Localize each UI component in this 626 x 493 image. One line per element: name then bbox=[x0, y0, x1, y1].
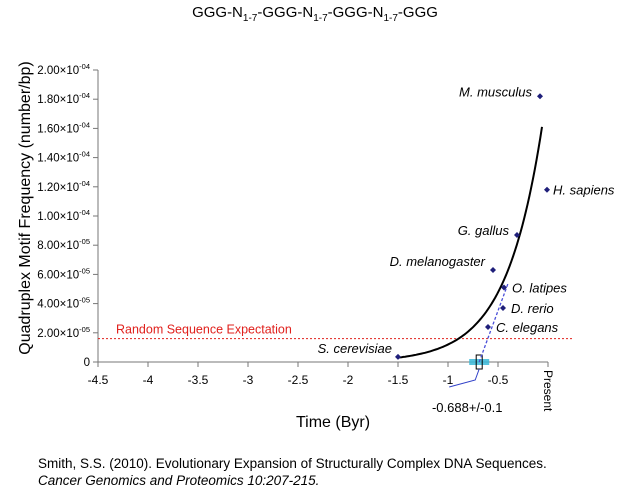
chart-title: GGG-N1-7-GGG-N1-7-GGG-N1-7-GGG bbox=[192, 4, 438, 24]
x-tick-label: -2.5 bbox=[288, 373, 309, 387]
x-tick-label: -0.5 bbox=[488, 373, 509, 387]
data-point bbox=[514, 231, 520, 238]
data-point-label: M. musculus bbox=[459, 84, 532, 99]
chart: GGG-N1-7-GGG-N1-7-GGG-N1-7-GGG -4.5 -4 -3.… bbox=[17, 4, 615, 431]
data-point-label: S. cerevisiae bbox=[318, 341, 392, 356]
intercept-label: -0.688+/-0.1 bbox=[432, 400, 502, 415]
intercept-connector bbox=[449, 368, 480, 388]
y-tick-label: 1.60×10-04 bbox=[37, 120, 90, 135]
y-tick-label: 2.00×10-05 bbox=[37, 325, 90, 340]
data-point bbox=[500, 304, 506, 311]
data-point bbox=[544, 186, 550, 193]
data-point-label: D. rerio bbox=[511, 301, 554, 316]
y-tick-label: 6.00×10-05 bbox=[37, 266, 90, 281]
citation-authors: Smith, S.S. (2010). Evolutionary Expansi… bbox=[38, 456, 547, 471]
data-point-label: D. melanogaster bbox=[390, 254, 486, 269]
present-label: Present bbox=[541, 370, 555, 412]
data-point-label: G. gallus bbox=[458, 223, 510, 238]
x-tick-label: -1.5 bbox=[388, 373, 409, 387]
x-axis-label: Time (Byr) bbox=[296, 414, 370, 431]
regression-line bbox=[478, 283, 509, 363]
citation: Smith, S.S. (2010). Evolutionary Expansi… bbox=[38, 455, 547, 489]
data-point bbox=[395, 353, 401, 360]
chart-title-part: 1-7 bbox=[383, 13, 398, 24]
data-point bbox=[485, 323, 491, 330]
chart-title-part: -GGG-N bbox=[328, 4, 384, 21]
chart-title-part: -GGG bbox=[398, 4, 438, 21]
chart-title-part: 1-7 bbox=[243, 13, 258, 24]
y-tick-label: 1.40×10-04 bbox=[37, 150, 90, 165]
x-tick-label: -1 bbox=[443, 373, 454, 387]
y-tick-label: 1.20×10-04 bbox=[37, 179, 90, 194]
y-tick-label: 1.00×10-04 bbox=[37, 208, 90, 223]
data-point bbox=[537, 93, 543, 100]
chart-title-part: GGG-N bbox=[192, 4, 243, 21]
data-point-label: H. sapiens bbox=[553, 183, 615, 198]
x-tick-label: -3.5 bbox=[188, 373, 209, 387]
x-tick-labels: -4.5 -4 -3.5 -3 -2.5 -2 -1.5 -1 -0.5 Present bbox=[88, 362, 555, 412]
data-point bbox=[490, 267, 496, 274]
random-expectation-label: Random Sequence Expectation bbox=[116, 323, 292, 337]
chart-title-part: 1-7 bbox=[313, 13, 328, 24]
y-axis-label: Quadruplex Motif Frequency (number/bp) bbox=[17, 61, 34, 354]
data-point bbox=[501, 284, 507, 291]
citation-journal: Cancer Genomics and Proteomics 10:207-21… bbox=[38, 473, 320, 488]
chart-title-part: -GGG-N bbox=[257, 4, 313, 21]
y-tick-label: 2.00×10-04 bbox=[37, 62, 90, 77]
data-point-label: O. latipes bbox=[512, 281, 567, 296]
data-point-label: C. elegans bbox=[496, 320, 559, 335]
x-tick-label: -4 bbox=[143, 373, 154, 387]
data-series: Random Sequence Expectation -0.688+/-0.1 S… bbox=[98, 84, 615, 415]
x-tick-label: -3 bbox=[243, 373, 254, 387]
y-tick-label: 4.00×10-05 bbox=[37, 296, 90, 311]
x-tick-label: -2 bbox=[343, 373, 354, 387]
y-tick-labels: 0 2.00×10-05 4.00×10-05 6.00×10-05 8.00×10-0… bbox=[37, 62, 98, 369]
y-tick-label: 0 bbox=[84, 357, 90, 369]
x-tick-label: -4.5 bbox=[88, 373, 109, 387]
y-tick-label: 8.00×10-05 bbox=[37, 237, 90, 252]
fit-curve bbox=[397, 126, 543, 359]
y-tick-label: 1.80×10-04 bbox=[37, 91, 90, 106]
